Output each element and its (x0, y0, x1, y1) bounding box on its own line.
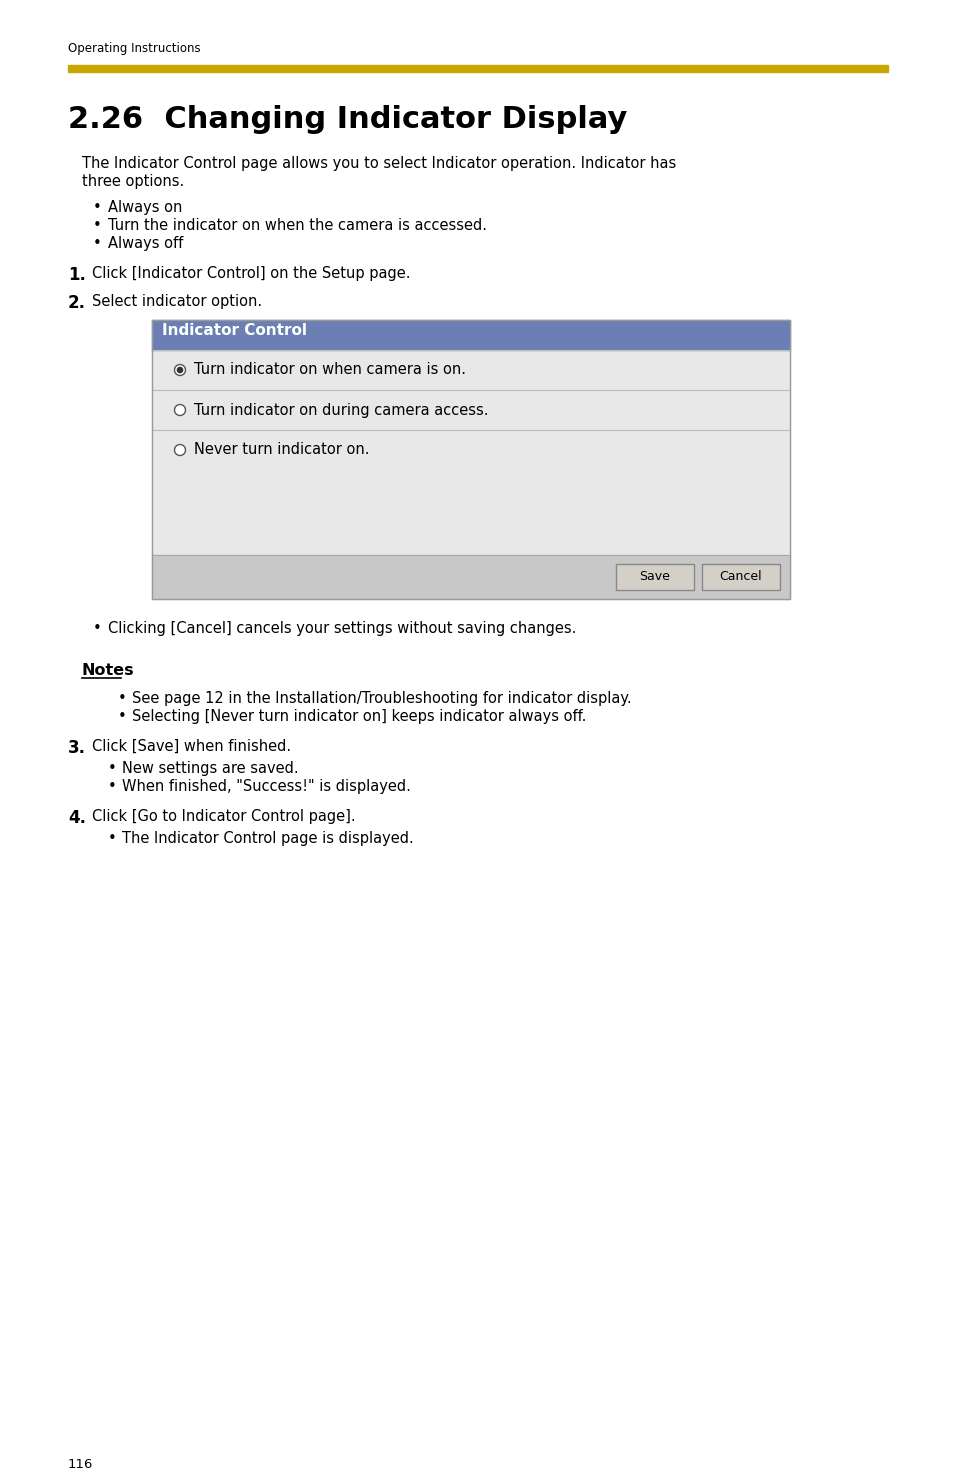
Text: Selecting [Never turn indicator on] keeps indicator always off.: Selecting [Never turn indicator on] keep… (132, 709, 586, 724)
Text: Click [Save] when finished.: Click [Save] when finished. (91, 739, 291, 754)
Text: Indicator Control: Indicator Control (162, 323, 307, 338)
Text: •: • (92, 236, 102, 251)
Bar (152, 320, 789, 599)
Bar (152, 320, 789, 350)
Circle shape (174, 404, 185, 416)
Text: See page 12 in the Installation/Troubleshooting for indicator display.: See page 12 in the Installation/Troubles… (132, 690, 631, 707)
Text: three options.: three options. (82, 174, 184, 189)
Circle shape (174, 364, 185, 376)
Text: Clicking [Cancel] cancels your settings without saving changes.: Clicking [Cancel] cancels your settings … (108, 621, 576, 636)
Bar (152, 431, 789, 471)
Text: The Indicator Control page is displayed.: The Indicator Control page is displayed. (122, 830, 414, 847)
Text: 2.: 2. (68, 294, 86, 313)
Text: 2.26  Changing Indicator Display: 2.26 Changing Indicator Display (68, 105, 627, 134)
Text: Never turn indicator on.: Never turn indicator on. (193, 442, 369, 457)
Circle shape (174, 444, 185, 456)
Text: •: • (92, 621, 102, 636)
Text: •: • (118, 709, 127, 724)
Text: Notes: Notes (82, 662, 134, 678)
Text: Save: Save (639, 571, 670, 584)
Text: 116: 116 (68, 1457, 93, 1471)
Text: 1.: 1. (68, 266, 86, 285)
Text: Select indicator option.: Select indicator option. (91, 294, 262, 308)
Bar (152, 350, 789, 389)
Text: When finished, "Success!" is displayed.: When finished, "Success!" is displayed. (122, 779, 411, 794)
Circle shape (177, 367, 183, 373)
Bar (152, 555, 789, 599)
Text: •: • (92, 218, 102, 233)
Bar (68, 65, 887, 72)
Text: Turn the indicator on when the camera is accessed.: Turn the indicator on when the camera is… (108, 218, 486, 233)
Text: New settings are saved.: New settings are saved. (122, 761, 298, 776)
Text: 3.: 3. (68, 739, 86, 757)
Text: •: • (108, 779, 116, 794)
Text: •: • (118, 690, 127, 707)
Text: Always off: Always off (108, 236, 183, 251)
Text: •: • (108, 830, 116, 847)
Bar (152, 471, 789, 555)
Bar (616, 563, 693, 590)
Text: •: • (92, 201, 102, 215)
Text: Cancel: Cancel (719, 571, 761, 584)
Text: Always on: Always on (108, 201, 182, 215)
Text: Turn indicator on during camera access.: Turn indicator on during camera access. (193, 403, 488, 417)
Bar (152, 389, 789, 431)
Text: Click [Go to Indicator Control page].: Click [Go to Indicator Control page]. (91, 808, 355, 825)
Text: •: • (108, 761, 116, 776)
Text: Operating Instructions: Operating Instructions (68, 41, 200, 55)
Text: Turn indicator on when camera is on.: Turn indicator on when camera is on. (193, 363, 465, 378)
Text: The Indicator Control page allows you to select Indicator operation. Indicator h: The Indicator Control page allows you to… (82, 156, 676, 171)
Text: 4.: 4. (68, 808, 86, 827)
Bar (701, 563, 780, 590)
Text: Click [Indicator Control] on the Setup page.: Click [Indicator Control] on the Setup p… (91, 266, 410, 282)
